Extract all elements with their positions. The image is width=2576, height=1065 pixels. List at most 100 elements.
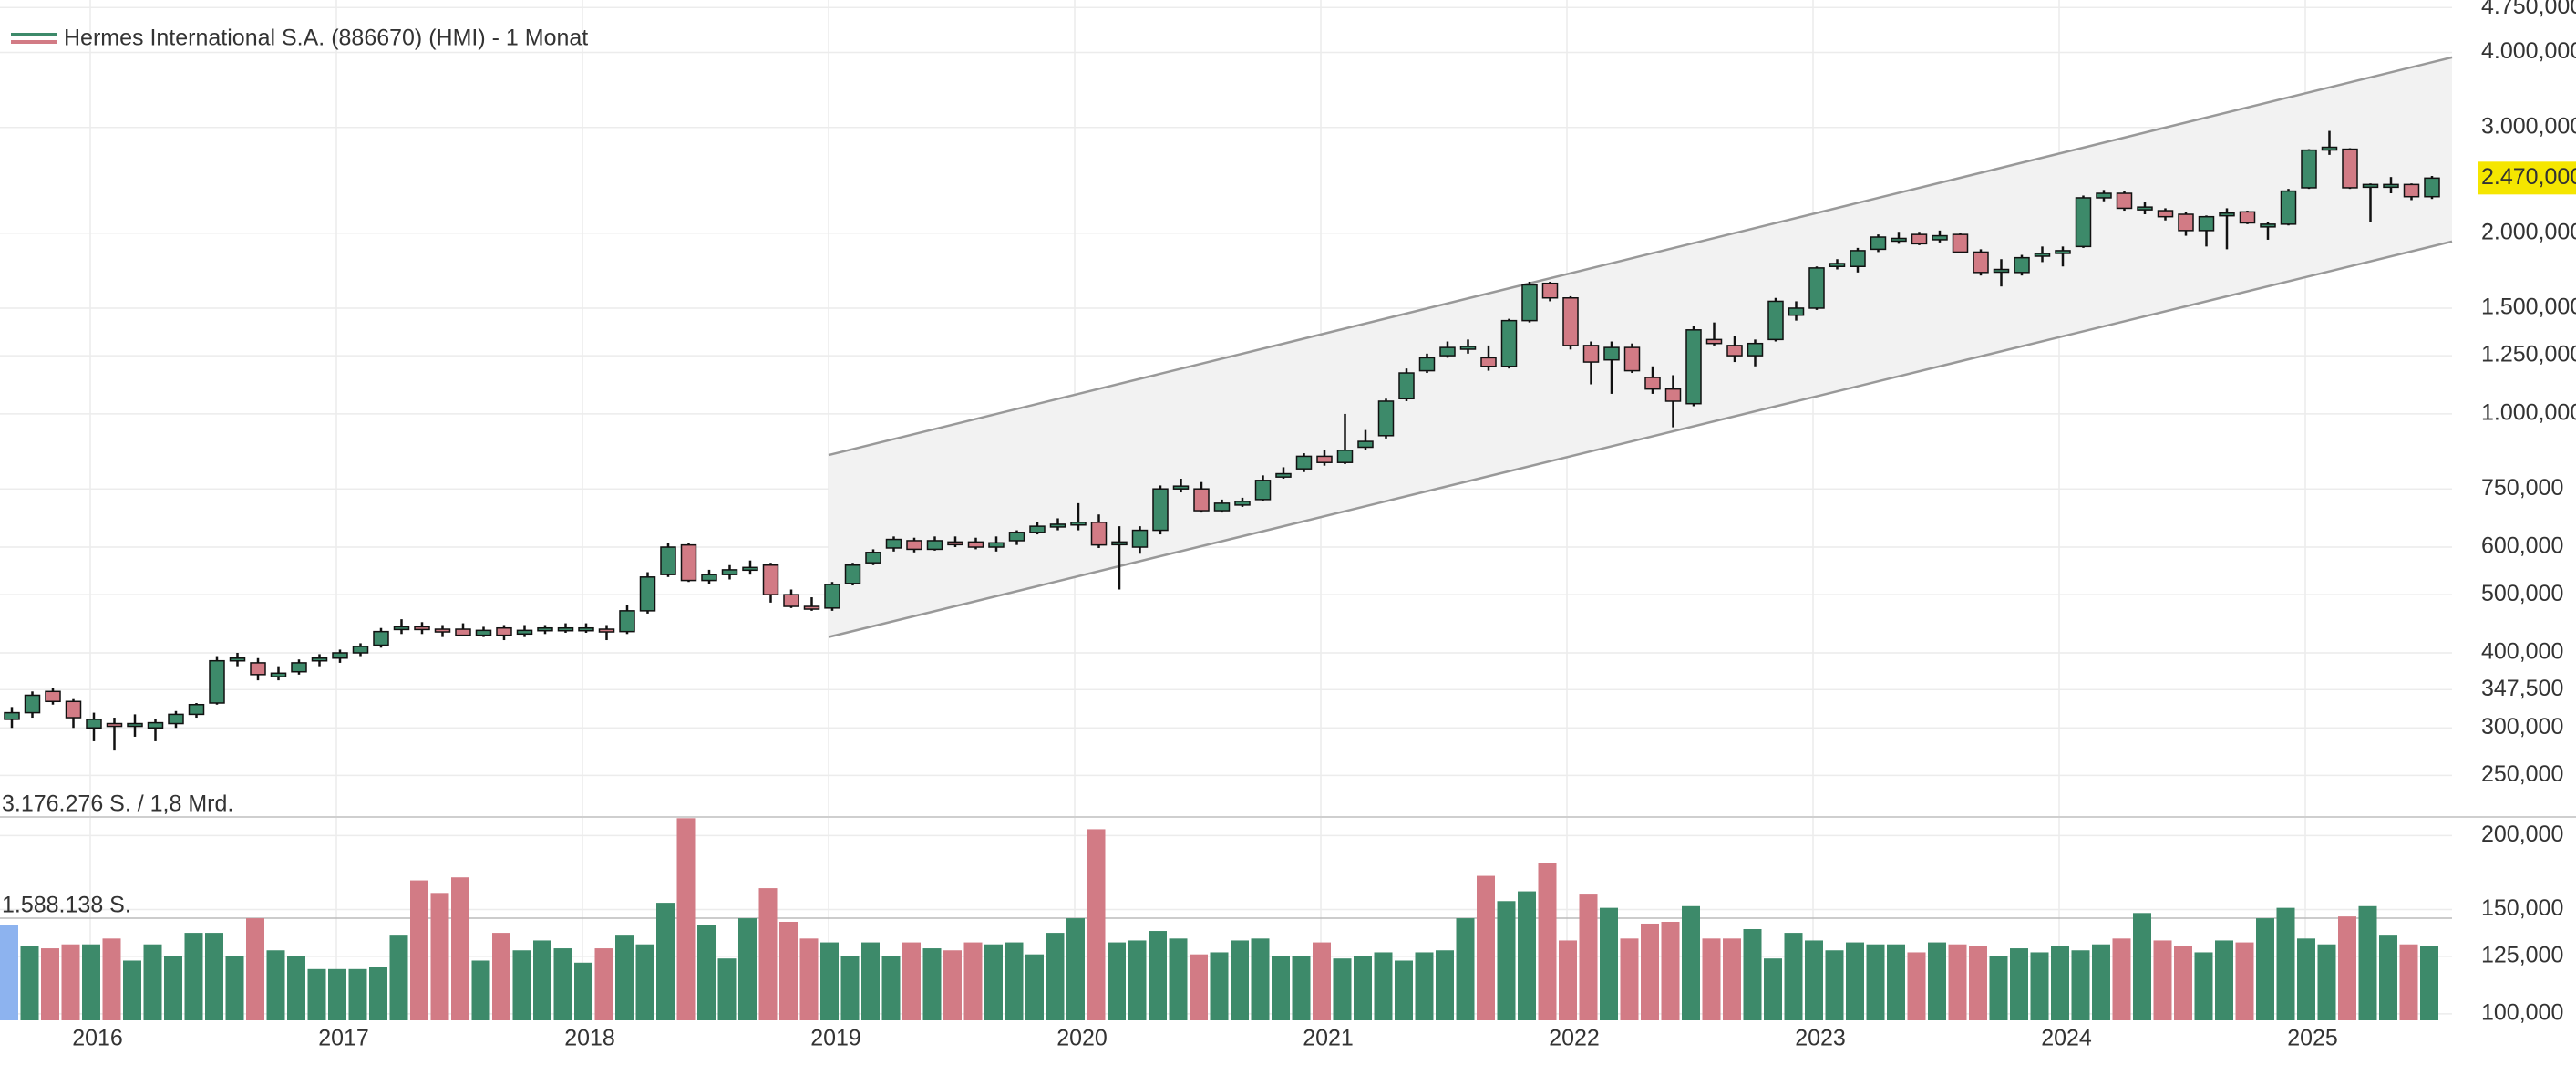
candle-body (2362, 183, 2379, 189)
x-tick-label: 2024 (2041, 1026, 2092, 1051)
y-tick-label: 1.250,000 (2481, 342, 2576, 367)
candle-body (1829, 263, 1846, 268)
volume-bar (307, 968, 326, 1020)
volume-bar (1456, 918, 1475, 1020)
candle-body (578, 626, 594, 632)
volume-bar (984, 944, 1003, 1020)
candle-body (1932, 234, 1948, 241)
volume-bar (2051, 946, 2069, 1020)
candle-body (1295, 455, 1313, 470)
volume-bar (922, 948, 942, 1020)
candle-body (1891, 237, 1907, 243)
candle-body (414, 626, 430, 631)
volume-tick-label: 125,000 (2481, 943, 2563, 968)
candle-body (762, 564, 779, 595)
volume-bar (1948, 944, 1967, 1020)
candle-body (24, 694, 41, 714)
volume-bar (512, 950, 531, 1020)
candle-body (1973, 251, 1989, 274)
candle-body (1788, 307, 1805, 316)
candle-body (147, 721, 164, 729)
candle-body (1644, 377, 1661, 390)
volume-bar (266, 950, 285, 1020)
trend-channel (829, 57, 2452, 637)
volume-bar (2297, 938, 2315, 1020)
candle-body (2219, 212, 2235, 217)
candle-body (2178, 213, 2194, 232)
volume-bar (779, 921, 798, 1020)
candle-body (1152, 488, 1169, 532)
volume-bar (389, 935, 408, 1020)
candle-body (1172, 485, 1190, 490)
candle-body (516, 629, 533, 636)
y-tick-label: 600,000 (2481, 533, 2563, 559)
volume-bar (1641, 923, 1659, 1020)
candle-body (2075, 197, 2092, 248)
volume-bar (369, 967, 387, 1020)
candle-body (619, 610, 635, 633)
candle-body (2403, 183, 2420, 198)
y-tick-label: 1.000,000 (2481, 400, 2576, 426)
volume-bar (758, 888, 778, 1020)
volume-bar (1989, 956, 2008, 1020)
candle-body (2239, 211, 2256, 224)
volume-bar (1866, 944, 1885, 1020)
volume-bar (1846, 942, 1864, 1020)
candle-body (434, 628, 451, 633)
candle-body (1254, 480, 1272, 501)
volume-bar (717, 958, 737, 1020)
candle-body (1480, 357, 1497, 367)
candle-body (1398, 372, 1415, 400)
volume-bar (123, 960, 141, 1020)
candle-body (1357, 440, 1374, 449)
candle-body (2383, 183, 2399, 189)
candle-body (885, 538, 902, 549)
candle-body (988, 542, 1005, 548)
candle-body (537, 626, 553, 632)
candle-body (1275, 472, 1292, 478)
candle-body (742, 566, 758, 572)
volume-bar (82, 944, 100, 1020)
candle-body (639, 576, 656, 612)
candle-body (1090, 522, 1108, 546)
volume-bar (2256, 918, 2274, 1020)
y-tick-label: 3.000,000 (2481, 113, 2576, 139)
candle-body (2342, 148, 2358, 189)
volume-bar (2215, 940, 2233, 1020)
candle-body (86, 719, 102, 729)
volume-bar (1415, 952, 1434, 1020)
volume-bar (1559, 940, 1577, 1020)
candle-body (2137, 206, 2153, 211)
last-price-label: 2.470,000 (2481, 164, 2576, 190)
volume-bar (1005, 942, 1024, 1020)
candle-body (1336, 450, 1354, 463)
volume-bar (1251, 938, 1270, 1020)
volume-bar (553, 948, 572, 1020)
volume-bar (1702, 938, 1721, 1020)
volume-bar (1231, 940, 1249, 1020)
candle-body (2198, 215, 2215, 232)
volume-tick-label: 100,000 (2481, 999, 2563, 1025)
y-tick-label: 347,500 (2481, 676, 2563, 701)
candle-body (824, 584, 840, 609)
candle-body (1541, 282, 1559, 299)
volume-bar (1928, 942, 1946, 1020)
volume-bar (2399, 944, 2418, 1020)
volume-bar (963, 942, 983, 1020)
volume-bar (1374, 952, 1393, 1020)
last-price-box (2478, 161, 2576, 195)
candle-body (1234, 501, 1251, 506)
volume-bar (20, 946, 39, 1020)
candle-body (2014, 256, 2030, 274)
candle-body (1767, 300, 1784, 341)
x-tick-label: 2022 (1549, 1026, 1600, 1051)
candle-body (291, 662, 307, 673)
x-tick-label: 2017 (318, 1026, 369, 1051)
candle-body (373, 630, 389, 646)
volume-bar (2358, 905, 2377, 1020)
candle-body (967, 541, 984, 548)
x-tick-label: 2016 (72, 1026, 123, 1051)
volume-bar (1292, 956, 1311, 1020)
volume-bar (348, 968, 367, 1020)
candle-body (1316, 455, 1333, 463)
